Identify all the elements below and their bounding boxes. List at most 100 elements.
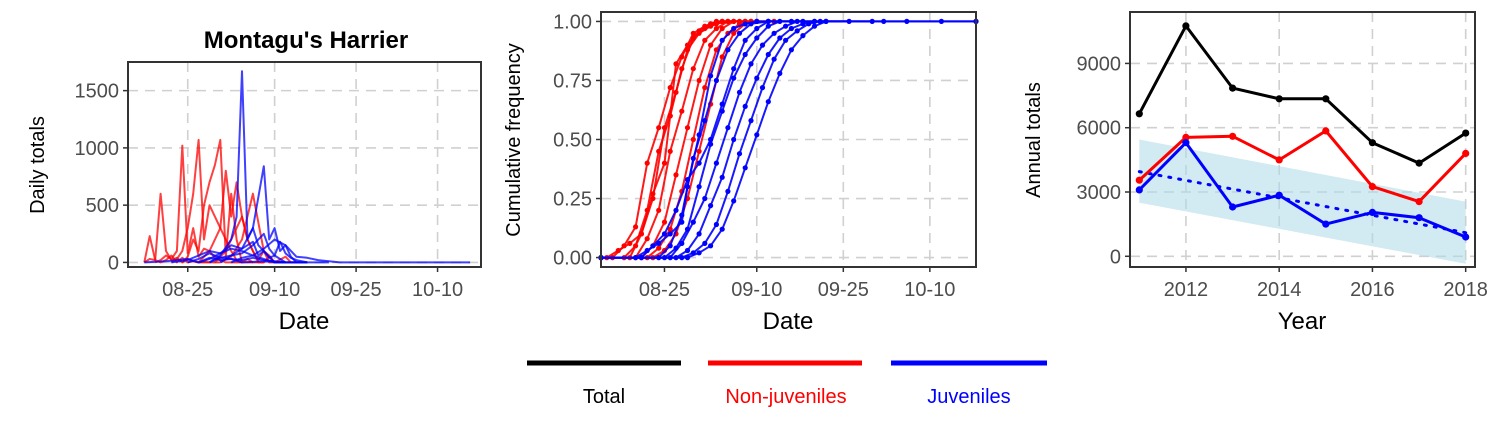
panel2-point [748,118,754,124]
panel3-frame [1129,11,1476,268]
panel2-point [661,125,668,131]
confidence-band [1139,139,1466,264]
panel3-non-juveniles-point [1462,149,1470,157]
annual-totals-panel: 2012 2014 2016 2018 0 3000 6000 9000 Year Annu… [1023,11,1488,335]
panel2-juvenile-line [601,20,976,259]
panel2-point [708,42,714,48]
panel2-x-tick-labels: 08-25 09-10 09-25 10-10 [639,267,955,301]
panel2-x-tick-label: 09-25 [818,279,869,301]
panel3-total-line [1137,24,1467,165]
panel3-y-tick-label: 6000 [1077,118,1122,140]
panel3-y-tick-label: 3000 [1077,182,1122,204]
panel3-total-point [1135,110,1143,118]
panel2-point [679,240,685,246]
panel2-point [759,85,766,91]
panel2-point [731,198,737,204]
panel2-point [650,195,656,202]
panel2-point [759,42,766,48]
panel1-x-tick-label: 09-10 [249,279,300,301]
panel2-point [811,23,818,29]
panel2-point [702,85,708,91]
panel2-point [638,231,645,237]
panel3-y-tick-label: 0 [1110,246,1121,268]
panel2-point [690,30,696,36]
panel3-juveniles-point [1135,186,1143,194]
panel3-non-juveniles-point [1368,183,1376,191]
panel2-point [783,23,789,29]
panel2-point [656,125,662,131]
panel2-point [719,18,725,24]
panel2-point [667,243,673,249]
panel3-y-axis-title: Annual totals [1023,82,1045,198]
panel2-point [708,141,714,147]
legend-item-non-juveniles: Non-juveniles [708,360,862,408]
panel1-y-tick-label: 1000 [75,138,120,160]
legend-label-non-juveniles: Non-juveniles [725,386,846,408]
panel2-x-axis-title: Date [763,308,814,335]
panel3-x-tick-labels: 2012 2014 2016 2018 [1164,267,1488,301]
panel2-point [938,18,945,24]
panel2-point [673,89,679,95]
panel3-x-tick-label: 2018 [1443,279,1488,301]
panel2-point [788,47,795,53]
panel1-y-tick-label: 500 [86,195,119,217]
panel2-x-tick-label: 08-25 [639,279,690,301]
panel2-point [719,37,725,43]
panel2-point [748,61,754,67]
panel2-point [702,195,708,202]
panel3-non-juveniles-point [1135,176,1143,184]
panel2-point [667,148,673,154]
panel2-point [742,51,748,58]
panel3-y-tick-labels: 0 3000 6000 9000 [1077,53,1130,268]
panel2-y-tick-label: 1.00 [553,11,592,33]
legend-item-juveniles: Juveniles [891,360,1047,408]
panel2-point [794,28,800,34]
panel2-series [598,18,979,261]
panel3-total-point [1322,95,1330,103]
panel1-x-tick-labels: 08-25 09-10 09-25 10-10 [162,267,463,301]
panel2-point [627,240,633,246]
panel2-point [719,25,725,32]
panel2-point [731,75,737,81]
panel2-point [725,125,731,131]
panel3-total-point [1462,129,1470,137]
panel2-point [806,21,812,27]
panel1-x-axis-title: Date [279,308,330,335]
panel2-point [754,132,760,138]
panel2-point [673,172,679,178]
panel2-point [684,247,691,254]
panel2-point [696,77,702,84]
legend-label-juveniles: Juveniles [927,386,1010,408]
panel2-point [719,54,725,60]
panel3-x-tick-label: 2012 [1164,279,1209,301]
panel2-point [702,37,708,43]
panel3-total-point [1415,159,1423,167]
legend: Total Non-juveniles Juveniles [527,360,1047,408]
panel2-point [765,99,771,105]
panel2-point [696,184,702,190]
panel1-y-tick-labels: 0 500 1000 1500 [75,81,128,274]
panel2-point [633,224,639,230]
panel1-title: Montagu's Harrier [204,27,408,54]
panel2-juvenile-line [601,20,803,259]
panel2-point [731,66,737,72]
panel2-point [823,18,829,24]
panel3-total-point [1229,84,1237,92]
panel1-juvenile-line [230,238,471,264]
panel2-point [777,35,783,41]
panel3-non-juveniles-point [1229,132,1237,140]
legend-item-total: Total [527,360,681,408]
panel2-point [708,73,714,79]
panel2-y-tick-labels: 0.00 0.25 0.50 0.75 1.00 [553,11,601,270]
panel2-point [690,219,696,225]
panel2-point [713,221,720,228]
panel2-point [788,25,795,32]
panel2-point [765,18,771,24]
panel2-point [679,108,685,114]
panel2-point [719,108,725,114]
panel2-point [644,236,650,242]
panel3-total-point [1182,22,1190,30]
panel2-point [713,25,720,32]
panel3-non-juveniles-point [1415,198,1423,206]
